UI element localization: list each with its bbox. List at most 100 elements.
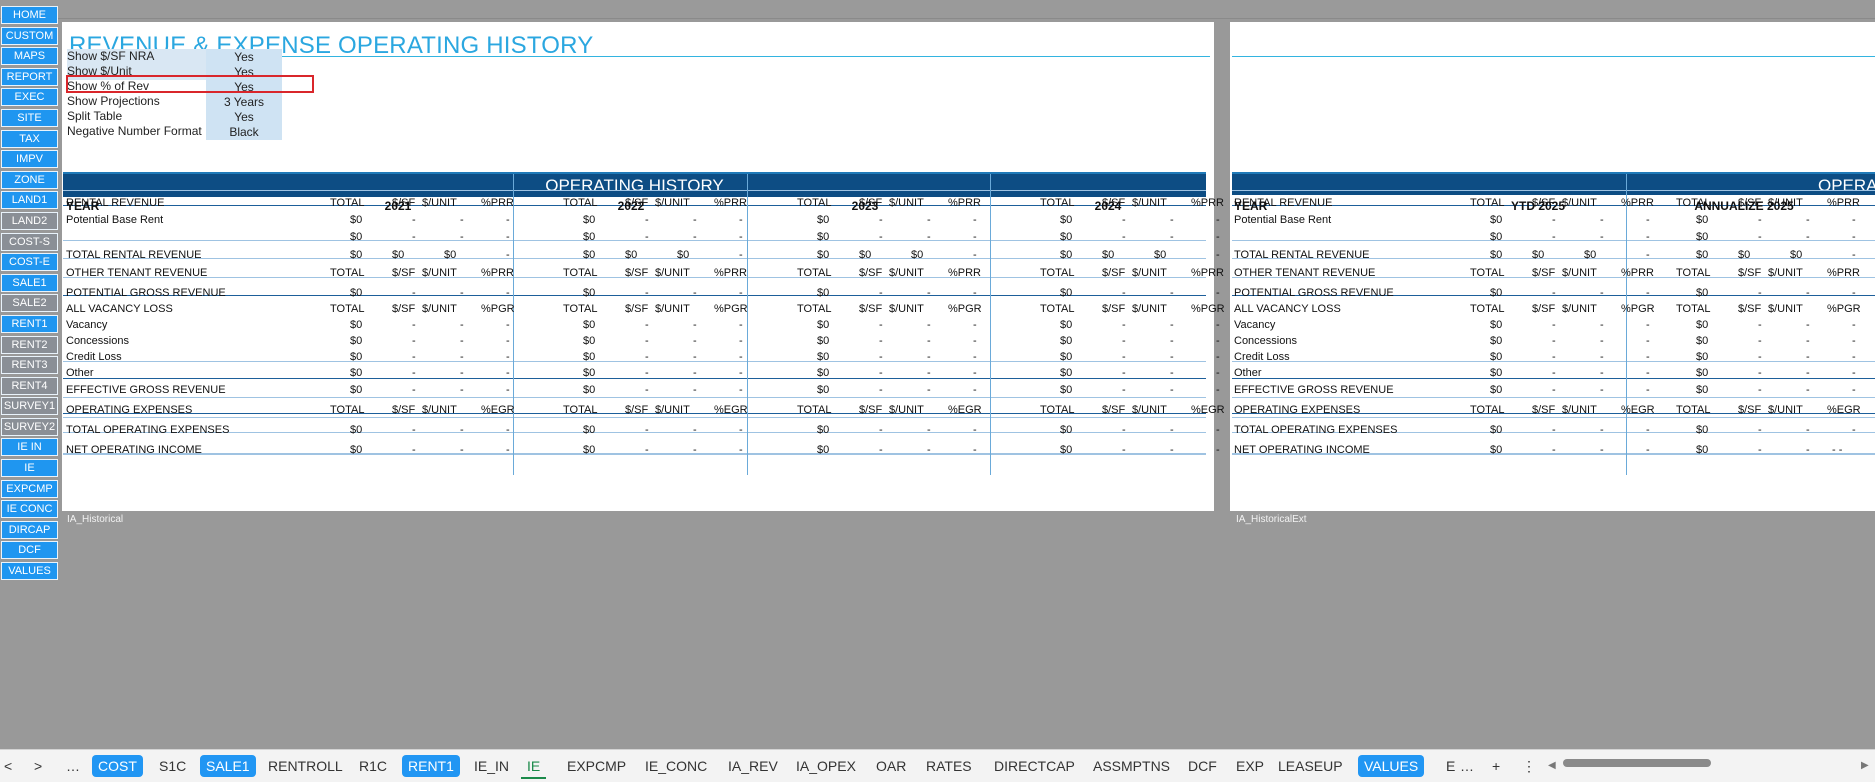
cell-value[interactable]: - xyxy=(412,335,416,347)
cell-value[interactable]: - xyxy=(412,444,416,456)
cell-value[interactable]: - xyxy=(1170,214,1174,226)
cell-value[interactable]: $0 xyxy=(817,367,830,379)
nav-button[interactable]: DIRCAP xyxy=(1,520,58,539)
cell-value[interactable]: $0 xyxy=(583,384,596,396)
cell-value[interactable]: - xyxy=(1758,424,1762,436)
nav-button[interactable]: RENT2 xyxy=(1,335,58,354)
cell-value[interactable]: - xyxy=(506,214,510,226)
nav-button[interactable]: HOME xyxy=(1,6,58,24)
cell-value[interactable]: $0 xyxy=(859,249,872,261)
nav-button[interactable]: VALUES xyxy=(1,562,58,581)
cell-value[interactable]: - xyxy=(645,335,649,347)
cell-value[interactable]: - xyxy=(1122,384,1126,396)
nav-button[interactable]: SURVEY2 xyxy=(1,417,58,436)
cell-value[interactable]: $0 xyxy=(1490,351,1503,363)
cell-value[interactable]: - xyxy=(1170,319,1174,331)
cell-value[interactable]: $0 xyxy=(1490,444,1503,456)
cell-value[interactable]: - xyxy=(645,351,649,363)
cell-value[interactable]: - xyxy=(645,367,649,379)
cell-value[interactable]: $0 xyxy=(583,231,596,243)
cell-value[interactable]: - xyxy=(1758,335,1762,347)
cell-value[interactable]: - xyxy=(1216,231,1220,243)
cell-value[interactable]: - xyxy=(1646,287,1650,299)
cell-value[interactable]: $0 xyxy=(1696,367,1709,379)
cell-value[interactable]: - xyxy=(739,335,743,347)
cell-value[interactable]: $0 xyxy=(817,287,830,299)
cell-value[interactable]: $0 xyxy=(1060,367,1073,379)
cell-value[interactable]: $0 xyxy=(1738,249,1751,261)
cell-value[interactable]: $0 xyxy=(1696,214,1709,226)
cell-value[interactable]: - xyxy=(1758,444,1762,456)
cell-value[interactable]: - xyxy=(460,424,464,436)
cell-value[interactable]: - xyxy=(1758,384,1762,396)
cell-value[interactable]: - xyxy=(1552,335,1556,347)
cell-value[interactable]: - xyxy=(973,214,977,226)
tab-ie[interactable]: IE xyxy=(521,755,547,779)
cell-value[interactable]: - xyxy=(1216,214,1220,226)
cell-value[interactable]: - xyxy=(1600,384,1604,396)
cell-value[interactable]: $0 xyxy=(1060,249,1073,261)
cell-value[interactable]: - xyxy=(412,231,416,243)
cell-value[interactable]: - xyxy=(927,351,931,363)
cell-value[interactable]: - xyxy=(1806,319,1810,331)
cell-value[interactable]: - xyxy=(1216,367,1220,379)
cell-value[interactable]: - xyxy=(1216,335,1220,347)
nav-button[interactable]: LAND2 xyxy=(1,211,58,230)
cell-value[interactable]: - xyxy=(973,287,977,299)
cell-value[interactable]: - xyxy=(412,424,416,436)
cell-value[interactable]: - xyxy=(927,287,931,299)
cell-value[interactable]: - xyxy=(1758,319,1762,331)
cell-value[interactable]: - xyxy=(1600,231,1604,243)
cell-value[interactable]: - xyxy=(1852,319,1856,331)
cell-value[interactable]: $0 xyxy=(583,249,596,261)
cell-value[interactable]: - xyxy=(1646,384,1650,396)
cell-value[interactable]: - xyxy=(693,231,697,243)
cell-value[interactable]: - xyxy=(1806,444,1810,456)
cell-value[interactable]: - xyxy=(1758,214,1762,226)
cell-value[interactable]: $0 xyxy=(817,249,830,261)
option-value[interactable]: Black xyxy=(206,124,282,140)
cell-value[interactable]: - xyxy=(1216,424,1220,436)
cell-value[interactable]: - xyxy=(460,335,464,347)
cell-value[interactable]: - xyxy=(1852,351,1856,363)
cell-value[interactable]: - xyxy=(879,287,883,299)
cell-value[interactable]: $0 xyxy=(1490,384,1503,396)
tab-ie_conc[interactable]: IE_CONC xyxy=(645,758,708,774)
cell-value[interactable]: - xyxy=(412,214,416,226)
cell-value[interactable]: - xyxy=(973,351,977,363)
cell-value[interactable]: - xyxy=(1646,214,1650,226)
tab-leaseup[interactable]: LEASEUP xyxy=(1278,758,1343,774)
cell-value[interactable]: - xyxy=(1646,351,1650,363)
cell-value[interactable]: - xyxy=(460,287,464,299)
cell-value[interactable]: - xyxy=(973,444,977,456)
cell-value[interactable]: - xyxy=(1852,424,1856,436)
tab-rent1[interactable]: RENT1 xyxy=(402,755,460,777)
cell-value[interactable]: $0 xyxy=(583,214,596,226)
cell-value[interactable]: - xyxy=(1806,287,1810,299)
cell-value[interactable]: - xyxy=(1170,351,1174,363)
cell-value[interactable]: - xyxy=(506,367,510,379)
cell-value[interactable]: - xyxy=(739,367,743,379)
cell-value[interactable]: $0 xyxy=(817,444,830,456)
cell-value[interactable]: $0 xyxy=(1696,384,1709,396)
nav-button[interactable]: IMPV xyxy=(1,150,58,169)
tab-ie_in[interactable]: IE_IN xyxy=(474,758,510,774)
cell-value[interactable]: $0 xyxy=(350,319,363,331)
cell-value[interactable]: - xyxy=(1552,287,1556,299)
cell-value[interactable]: $0 xyxy=(1490,335,1503,347)
cell-value[interactable]: - xyxy=(739,444,743,456)
tab-more-right-button[interactable]: … xyxy=(1460,758,1474,774)
cell-value[interactable]: - xyxy=(1646,249,1650,261)
cell-value[interactable]: $0 xyxy=(817,335,830,347)
tab-dcf[interactable]: DCF xyxy=(1188,758,1217,774)
horizontal-scrollbar-thumb[interactable] xyxy=(1563,759,1711,767)
nav-button[interactable]: LAND1 xyxy=(1,191,58,210)
cell-value[interactable]: - xyxy=(1122,214,1126,226)
cell-value[interactable]: - xyxy=(1216,351,1220,363)
cell-value[interactable]: $0 xyxy=(1490,249,1503,261)
cell-value[interactable]: - xyxy=(1600,367,1604,379)
cell-value[interactable]: - xyxy=(1806,231,1810,243)
cell-value[interactable]: - xyxy=(739,249,743,261)
tab-exp[interactable]: EXP xyxy=(1236,758,1265,774)
cell-value[interactable]: - xyxy=(1552,424,1556,436)
